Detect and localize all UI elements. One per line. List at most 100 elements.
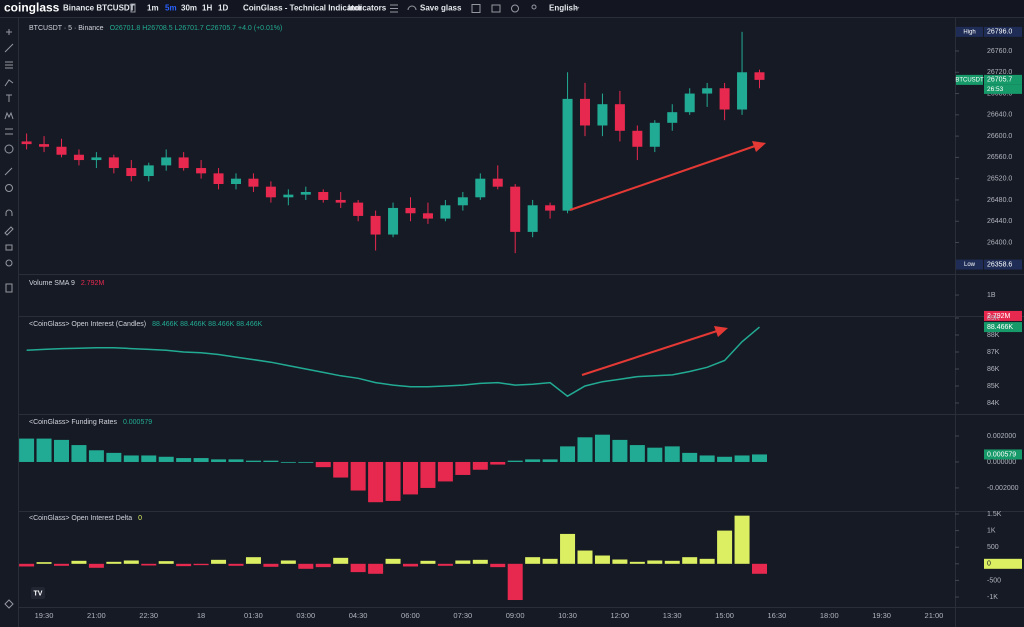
bar xyxy=(594,434,610,462)
candle-body xyxy=(422,213,433,219)
emoji-tool[interactable] xyxy=(4,144,14,154)
marker-label: 26796.0 xyxy=(987,29,1012,36)
lock-tool[interactable] xyxy=(5,244,13,251)
draw-mode-tool[interactable] xyxy=(4,226,14,236)
layout-name[interactable]: glass xyxy=(441,4,462,13)
pane-title: <CoinGlass> Open Interest Delta xyxy=(29,515,132,522)
time-label: 10:30 xyxy=(558,611,577,620)
bar xyxy=(699,558,715,564)
visibility-tool[interactable] xyxy=(5,259,13,267)
bar xyxy=(350,563,366,573)
candle-body xyxy=(353,202,364,216)
y-tick-label: -0.002000 xyxy=(987,485,1019,492)
magnet-tool[interactable] xyxy=(5,209,13,216)
interval[interactable]: 1D xyxy=(218,4,228,13)
settings-icon[interactable] xyxy=(511,4,519,13)
candle-body xyxy=(754,72,765,80)
interval[interactable]: 30m xyxy=(181,4,197,13)
template[interactable]: CoinGlass - Technical Indicator xyxy=(243,4,362,13)
time-label: 12:00 xyxy=(610,611,629,620)
y-tick-label: 86K xyxy=(987,366,1000,373)
tradingview-logo[interactable] xyxy=(31,587,45,599)
candle-body xyxy=(56,146,67,155)
snapshot-icon[interactable] xyxy=(491,4,501,13)
bar xyxy=(490,563,506,568)
save-icon[interactable] xyxy=(407,5,417,11)
bar xyxy=(385,558,401,564)
candle-body xyxy=(213,173,224,185)
bar xyxy=(245,460,261,462)
compare-icon[interactable] xyxy=(130,3,136,13)
time-label: 03:00 xyxy=(296,611,315,620)
crosshair-tool[interactable] xyxy=(6,29,12,35)
candle-body xyxy=(667,112,678,123)
logo[interactable]: coinglass xyxy=(4,1,60,15)
layout-icon[interactable] xyxy=(390,4,398,13)
forecast-tool[interactable] xyxy=(5,128,13,135)
bar xyxy=(664,560,680,564)
bar xyxy=(664,446,680,462)
bar xyxy=(542,459,558,462)
candle-body xyxy=(684,93,695,113)
trash-tool[interactable] xyxy=(5,283,13,293)
indicators-button[interactable]: Indicators xyxy=(348,4,387,13)
candle-body xyxy=(108,157,119,169)
candle-body xyxy=(283,194,294,198)
fib-tool[interactable] xyxy=(5,61,13,69)
candle-body xyxy=(143,165,154,177)
marker-label: 26358.6 xyxy=(987,261,1012,268)
bar xyxy=(228,563,244,566)
bar xyxy=(717,456,733,462)
legend-values: 2.792M xyxy=(81,280,105,287)
bar xyxy=(629,445,645,462)
grid-icon[interactable] xyxy=(471,4,481,13)
text-tool[interactable] xyxy=(6,94,12,102)
bar xyxy=(315,461,331,468)
ruler-tool[interactable] xyxy=(4,167,13,176)
bar xyxy=(176,563,192,567)
bar xyxy=(752,563,767,574)
bar xyxy=(141,455,157,462)
user-icon[interactable] xyxy=(531,4,537,10)
bar xyxy=(682,557,698,564)
dropdown-icon[interactable] xyxy=(573,6,580,11)
interval[interactable]: 1H xyxy=(202,4,212,13)
marker-name-box xyxy=(956,259,983,270)
pattern2-tool[interactable] xyxy=(4,111,14,120)
marker-name-box xyxy=(956,74,983,85)
bar xyxy=(228,459,244,462)
pattern-tool[interactable] xyxy=(4,79,14,87)
bar xyxy=(629,561,645,564)
candle-body xyxy=(580,98,590,126)
y-tick-label: 1.5K xyxy=(987,511,1002,518)
symbol[interactable]: Binance BTCUSDT xyxy=(63,4,135,13)
y-tick-label: 26760.0 xyxy=(987,48,1012,55)
marker-box xyxy=(984,322,1022,333)
interval-active[interactable]: 5m xyxy=(165,4,177,13)
candle-body xyxy=(39,144,50,147)
candle-body xyxy=(702,88,713,94)
layers-tool[interactable] xyxy=(4,599,14,609)
trendline-tool[interactable] xyxy=(4,43,14,53)
bar xyxy=(560,446,576,462)
interval[interactable]: 1m xyxy=(147,4,159,13)
marker-label: 0.000579 xyxy=(987,451,1016,458)
time-label: 21:00 xyxy=(87,611,106,620)
zoom-tool[interactable] xyxy=(5,184,13,192)
candle-body xyxy=(475,178,486,198)
bar xyxy=(158,456,174,462)
tradingview-logo-text: TV xyxy=(34,590,43,597)
save-button[interactable]: Save xyxy=(420,4,439,13)
time-label: 16:30 xyxy=(768,611,787,620)
y-tick-label: 26400.0 xyxy=(987,239,1012,246)
time-label: 19:30 xyxy=(35,611,54,620)
drawing-tools xyxy=(4,29,14,609)
bar xyxy=(350,461,366,491)
marker-name: High xyxy=(963,29,975,35)
y-tick-label: 26440.0 xyxy=(987,218,1012,225)
bar xyxy=(734,515,750,564)
language[interactable]: English xyxy=(549,4,578,13)
candle-body xyxy=(300,191,311,195)
marker-name-box xyxy=(956,26,983,37)
